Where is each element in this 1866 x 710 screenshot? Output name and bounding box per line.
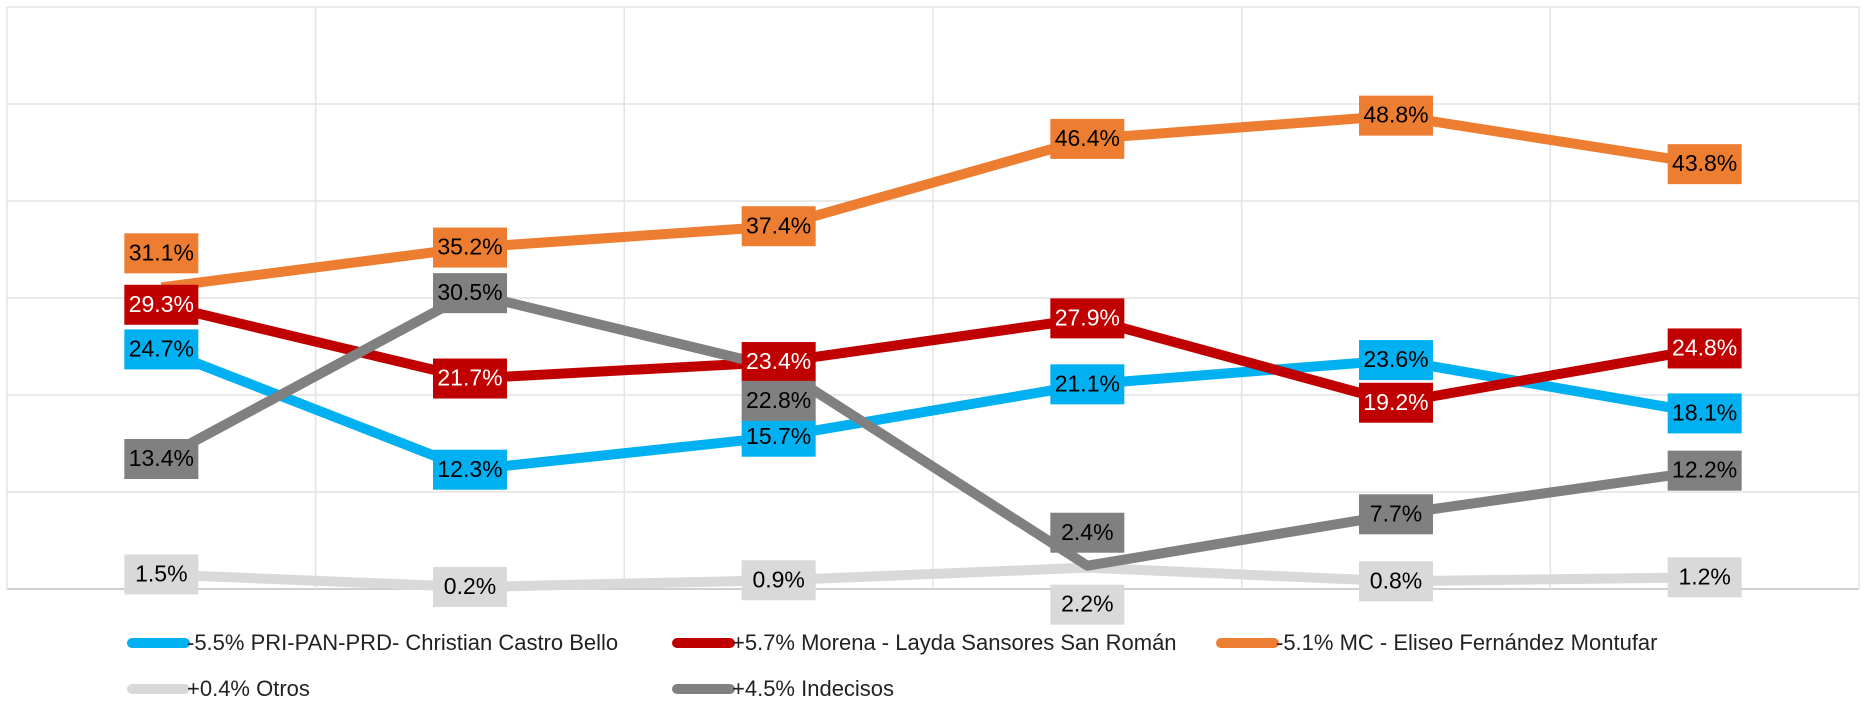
data-label-box <box>1050 584 1125 625</box>
data-label-box <box>741 416 816 457</box>
data-label: 23.6% <box>1363 346 1428 372</box>
data-label: 21.7% <box>437 365 502 391</box>
data-label-box <box>1359 494 1433 535</box>
data-label-box <box>741 342 816 383</box>
series-line <box>160 299 1706 408</box>
legend-label: +4.5% Indecisos <box>732 676 894 701</box>
data-label-box <box>433 567 507 608</box>
data-label: 21.1% <box>1055 370 1120 396</box>
data-label-box <box>433 227 507 268</box>
data-label: 46.4% <box>1055 125 1120 151</box>
data-label-box <box>124 554 199 595</box>
data-label-box <box>741 206 816 247</box>
legend-label: -5.1% MC - Eliseo Fernández Montufar <box>1276 630 1658 655</box>
data-label-box <box>433 449 507 490</box>
data-label: 31.1% <box>129 239 194 265</box>
legend-label: +5.7% Morena - Layda Sansores San Román <box>732 630 1177 655</box>
data-label: 0.8% <box>1370 567 1422 593</box>
data-label-box <box>124 439 199 480</box>
data-label: 27.9% <box>1055 304 1120 330</box>
data-label-box <box>124 284 199 325</box>
data-label: 12.3% <box>437 456 502 482</box>
data-label: 0.2% <box>444 573 496 599</box>
data-label-box <box>1050 118 1125 159</box>
data-label: 2.4% <box>1061 519 1113 545</box>
data-label: 24.7% <box>129 335 194 361</box>
legend: -5.5% PRI-PAN-PRD- Christian Castro Bell… <box>127 630 1658 701</box>
data-label: 23.4% <box>746 348 811 374</box>
data-label-box <box>124 233 199 274</box>
data-label-box <box>1359 561 1433 602</box>
data-label: 18.1% <box>1672 400 1737 426</box>
data-label-box <box>1667 393 1742 434</box>
data-label: 22.8% <box>746 387 811 413</box>
data-label: 12.2% <box>1672 457 1737 483</box>
data-label: 1.2% <box>1678 563 1730 589</box>
data-label: 24.8% <box>1672 335 1737 361</box>
data-label: 37.4% <box>746 212 811 238</box>
data-label: 29.3% <box>129 291 194 317</box>
data-label: 13.4% <box>129 445 194 471</box>
data-label-box <box>433 358 507 399</box>
data-label-box <box>741 380 816 421</box>
data-label: 7.7% <box>1370 500 1422 526</box>
data-label: 15.7% <box>746 423 811 449</box>
data-label: 30.5% <box>437 279 502 305</box>
data-label: 43.8% <box>1672 150 1737 176</box>
data-label-box <box>1359 340 1433 381</box>
data-label-box <box>1359 382 1433 423</box>
data-label: 19.2% <box>1363 389 1428 415</box>
series-line <box>158 288 1706 571</box>
data-label-box <box>433 273 507 314</box>
data-label-box <box>1667 557 1742 598</box>
series-line <box>161 562 1705 593</box>
data-label-box <box>741 560 816 601</box>
data-label-box <box>1050 364 1125 405</box>
data-label-box <box>1050 512 1125 553</box>
data-label: 2.2% <box>1061 591 1113 617</box>
data-label: 48.8% <box>1363 102 1428 128</box>
data-label: 35.2% <box>437 234 502 260</box>
legend-label: +0.4% Otros <box>187 676 310 701</box>
data-label-box <box>1667 328 1742 369</box>
data-label-box <box>1359 95 1433 136</box>
data-label: 1.5% <box>135 561 187 587</box>
series-line <box>159 344 1706 475</box>
data-label-box <box>1667 144 1742 185</box>
legend-label: -5.5% PRI-PAN-PRD- Christian Castro Bell… <box>187 630 618 655</box>
series-line <box>160 110 1706 293</box>
data-label: 0.9% <box>752 566 804 592</box>
data-label-box <box>1667 450 1742 491</box>
data-label-box <box>1050 298 1125 339</box>
data-label-box <box>124 329 199 370</box>
